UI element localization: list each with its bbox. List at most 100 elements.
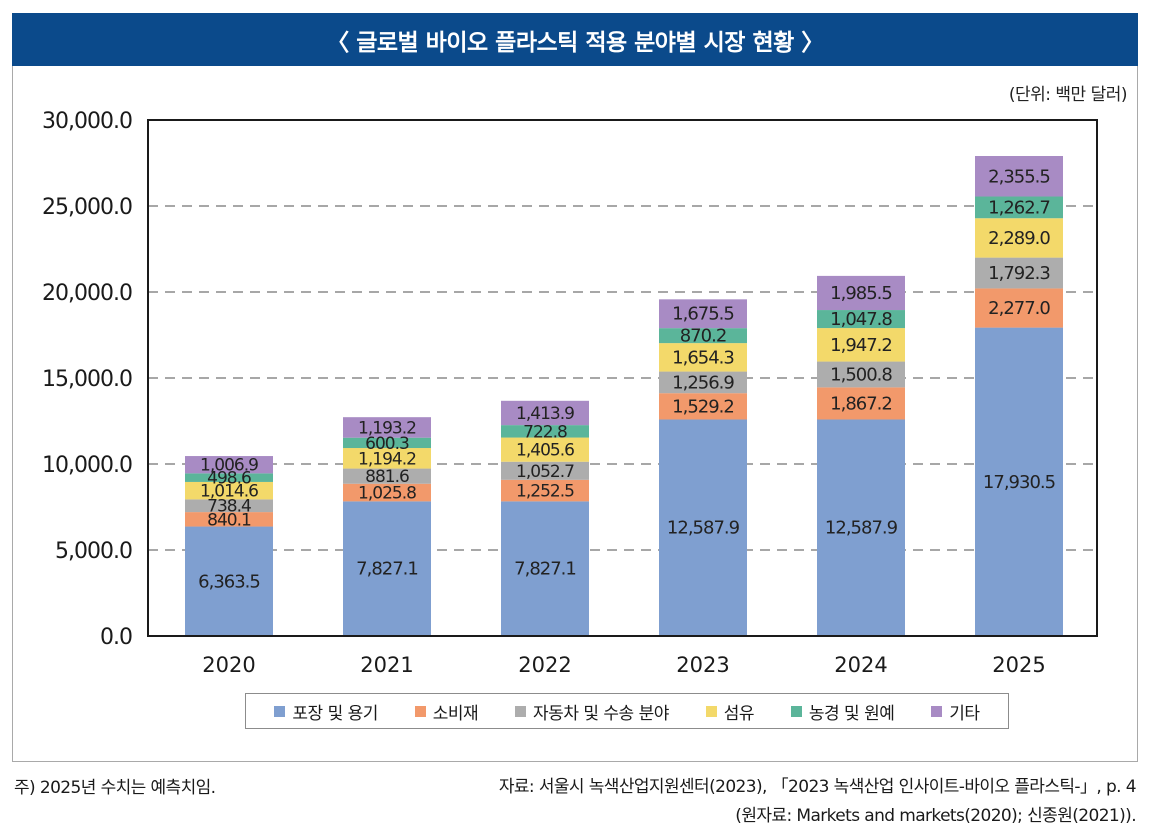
unit-label: (단위: 백만 달러)	[1008, 85, 1128, 105]
bar-segment-2025-0	[975, 327, 1063, 636]
bar-segment-2022-4	[501, 425, 589, 438]
data-label: 498.6	[207, 469, 251, 489]
footnote: 주) 2025년 수치는 예측치임.	[14, 778, 216, 798]
data-label: 738.4	[207, 497, 251, 517]
bar-segment-2020-1	[185, 512, 273, 527]
y-tick-label: 10,000.0	[42, 453, 132, 478]
data-label: 6,363.5	[198, 571, 260, 592]
data-label: 840.1	[207, 510, 251, 530]
data-label: 1,193.2	[358, 418, 416, 438]
bar-segment-2023-5	[659, 299, 747, 329]
bar-segment-2022-2	[501, 461, 589, 480]
data-label: 881.6	[365, 467, 409, 487]
data-label: 1,947.2	[830, 335, 892, 356]
data-label: 1,014.6	[200, 482, 258, 502]
legend-item: 섬유	[705, 699, 755, 724]
legend-label: 섬유	[723, 703, 755, 724]
bar-segment-2022-5	[501, 400, 589, 426]
data-label: 1,052.7	[516, 462, 574, 482]
bar-segment-2020-5	[185, 456, 273, 474]
data-label: 1,025.8	[358, 484, 416, 504]
bar-segment-2025-2	[975, 257, 1063, 289]
y-tick-label: 0.0	[100, 625, 132, 650]
data-label: 1,405.6	[516, 441, 574, 461]
legend-label: 소비재	[432, 703, 479, 724]
bar-segment-2023-2	[659, 371, 747, 394]
bars	[185, 155, 1063, 636]
bar-segment-2023-0	[659, 419, 747, 636]
data-label: 1,256.9	[672, 372, 734, 393]
bar-segment-2022-0	[501, 501, 589, 636]
bar-segment-2020-2	[185, 499, 273, 513]
bar-segment-2020-0	[185, 526, 273, 636]
data-label: 12,587.9	[825, 518, 898, 539]
data-label: 1,867.2	[830, 393, 892, 414]
data-label: 1,047.8	[830, 309, 892, 330]
legend-label: 기타	[949, 703, 980, 724]
legend-item: 기타	[931, 699, 980, 724]
bar-segment-2022-3	[501, 437, 589, 462]
x-tick-label: 2022	[518, 653, 571, 677]
bar-segment-2024-4	[817, 310, 905, 329]
x-axis: 2020 2021 2022 2023 2024 2025	[202, 653, 1045, 677]
legend-item: 농경 및 원예	[790, 699, 895, 724]
bar-segment-2021-5	[343, 417, 431, 438]
legend-swatch	[414, 705, 426, 717]
legend-label: 자동차 및 수송 분야	[533, 703, 669, 724]
bar-segment-2025-3	[975, 218, 1063, 258]
bar-segment-2020-4	[185, 473, 273, 482]
bar-segment-2023-3	[659, 343, 747, 372]
bar-segment-2020-3	[185, 481, 273, 500]
bar-segment-2021-1	[343, 483, 431, 502]
data-label: 1,985.5	[830, 283, 892, 304]
data-label: 12,587.9	[667, 518, 740, 539]
bar-segment-2024-3	[817, 328, 905, 362]
legend-swatch	[705, 705, 717, 717]
bar-segment-2024-2	[817, 361, 905, 388]
data-label: 1,529.2	[672, 396, 734, 417]
data-label: 1,792.3	[988, 263, 1050, 284]
data-label: 1,194.2	[358, 449, 416, 469]
bar-segment-2024-0	[817, 419, 905, 636]
data-label: 2,289.0	[988, 228, 1050, 249]
legend-swatch	[515, 705, 527, 717]
legend-item: 포장 및 용기	[274, 699, 378, 724]
data-label: 1,006.9	[200, 456, 258, 476]
bar-segment-2021-3	[343, 448, 431, 469]
data-label: 1,654.3	[672, 347, 734, 368]
chart-frame	[12, 66, 1138, 762]
x-tick-label: 2021	[360, 653, 413, 677]
bar-segment-2025-1	[975, 288, 1063, 328]
y-tick-label: 20,000.0	[42, 281, 132, 306]
legend: 포장 및 용기 소비재 자동차 및 수송 분야 섬유 농경 및 원예 기타	[245, 693, 1009, 729]
source-line-1: 자료: 서울시 녹색산업지원센터(2023), 「2023 녹색산업 인사이트-…	[498, 777, 1137, 797]
bar-segment-2025-4	[975, 196, 1063, 219]
gridlines	[148, 205, 1097, 551]
x-tick-label: 2025	[992, 653, 1045, 677]
bar-segment-2021-0	[343, 501, 431, 636]
source-line-2: (원자료: Markets and markets(2020); 신종원(202…	[735, 806, 1136, 826]
data-label: 7,827.1	[356, 559, 418, 580]
bar-segment-2022-1	[501, 479, 589, 502]
legend-swatch	[274, 705, 286, 717]
legend-swatch	[790, 705, 802, 717]
bar-segment-2021-4	[343, 437, 431, 449]
bar-segment-2024-5	[817, 275, 905, 311]
source-citation: 자료: 서울시 녹색산업지원센터(2023), 「2023 녹색산업 인사이트-…	[498, 773, 1137, 831]
x-tick-label: 2020	[202, 653, 255, 677]
data-label: 1,675.5	[672, 304, 734, 325]
legend-label: 포장 및 용기	[292, 703, 378, 724]
bar-segment-2025-5	[975, 155, 1063, 197]
data-label: 1,262.7	[988, 197, 1050, 218]
bar-segment-2021-2	[343, 468, 431, 484]
data-label: 2,355.5	[988, 166, 1050, 187]
legend-item: 소비재	[414, 699, 479, 724]
data-label: 17,930.5	[983, 472, 1055, 493]
plot-area-border	[147, 119, 1098, 637]
y-axis: 0.0 5,000.0 10,000.0 15,000.0 20,000.0 25,000…	[42, 109, 133, 650]
y-tick-label: 15,000.0	[42, 367, 132, 392]
x-tick-label: 2023	[676, 653, 729, 677]
data-label: 7,827.1	[514, 559, 576, 580]
y-tick-label: 25,000.0	[42, 195, 132, 220]
